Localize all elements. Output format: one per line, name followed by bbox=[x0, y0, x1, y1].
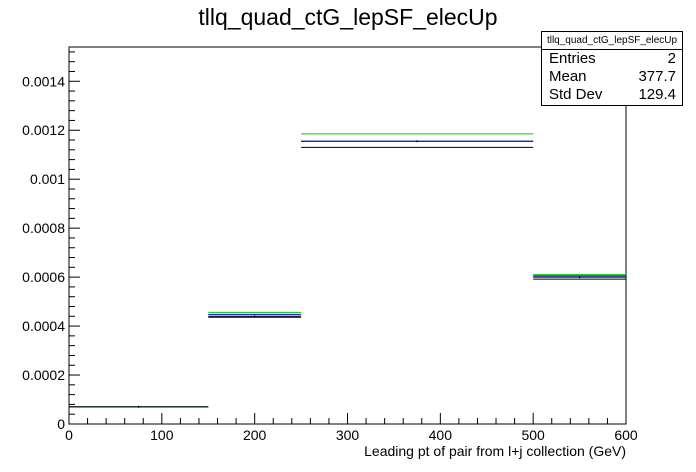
x-tick-label: 300 bbox=[336, 427, 360, 443]
x-axis: 0 100 200 300 400 500 600 bbox=[65, 413, 638, 443]
stats-mean-value: 377.7 bbox=[638, 68, 676, 85]
y-tick-label: 0.0008 bbox=[22, 220, 65, 236]
stats-entries-row: Entries 2 bbox=[542, 50, 682, 68]
histogram-series bbox=[69, 133, 626, 408]
y-tick-label: 0.001 bbox=[30, 171, 65, 187]
stats-stddev-value: 129.4 bbox=[638, 86, 676, 103]
x-tick-label: 100 bbox=[150, 427, 174, 443]
y-tick-label: 0.0012 bbox=[22, 122, 65, 138]
stats-mean-row: Mean 377.7 bbox=[542, 68, 682, 86]
stats-mean-label: Mean bbox=[549, 68, 587, 85]
y-axis: 0 0.0002 0.0004 0.0006 0.0008 0.001 0.0012 0.00… bbox=[22, 51, 80, 432]
x-tick-label: 200 bbox=[243, 427, 267, 443]
stats-box: tllq_quad_ctG_lepSF_elecUp Entries 2 Mea… bbox=[541, 31, 683, 106]
stats-entries-value: 2 bbox=[667, 50, 676, 67]
x-tick-label: 600 bbox=[614, 427, 638, 443]
chart-title: tllq_quad_ctG_lepSF_elecUp bbox=[198, 4, 498, 30]
y-tick-label: 0 bbox=[57, 416, 65, 432]
y-tick-label: 0.0002 bbox=[22, 367, 65, 383]
stats-entries-label: Entries bbox=[549, 50, 596, 67]
x-tick-label: 0 bbox=[65, 427, 73, 443]
y-tick-label: 0.0006 bbox=[22, 269, 65, 285]
y-tick-label: 0.0004 bbox=[22, 318, 65, 334]
y-tick-label: 0.0014 bbox=[22, 73, 65, 89]
stats-stddev-label: Std Dev bbox=[549, 86, 603, 103]
stats-title: tllq_quad_ctG_lepSF_elecUp bbox=[542, 32, 682, 50]
x-tick-label: 400 bbox=[429, 427, 453, 443]
x-tick-label: 500 bbox=[521, 427, 545, 443]
stats-stddev-row: Std Dev 129.4 bbox=[542, 86, 682, 104]
x-axis-label: Leading pt of pair from l+j collection (… bbox=[364, 443, 626, 459]
